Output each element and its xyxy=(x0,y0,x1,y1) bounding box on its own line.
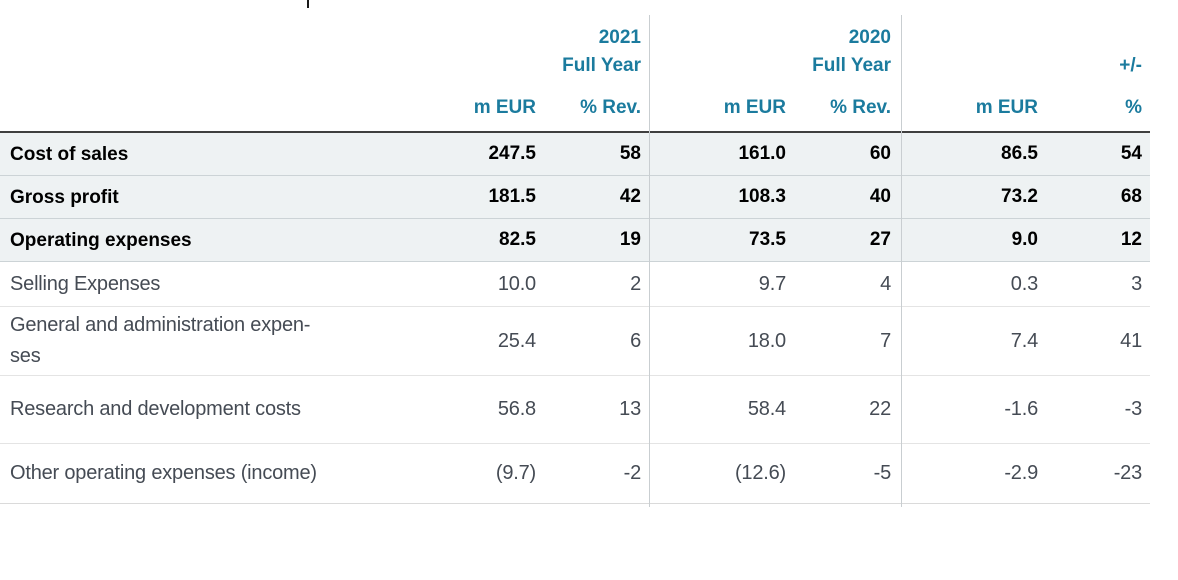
cell-delta-pct: -23 xyxy=(1113,462,1143,484)
table-row: General and administration expen- ses 25… xyxy=(0,307,1150,376)
header-year-2020: 2020 xyxy=(848,27,891,48)
row-label: Operating expenses xyxy=(10,229,192,251)
cell-2020-meur: 9.7 xyxy=(758,272,786,295)
cell-delta-meur: 9.0 xyxy=(1011,229,1038,250)
table-row: Other operating expenses (income) (9.7) … xyxy=(0,444,1150,504)
table-header: 2021 2020 Full Year Full Year +/- xyxy=(0,0,1150,133)
cell-2020-pct-rev: 4 xyxy=(880,272,891,295)
cell-delta-meur: 73.2 xyxy=(1001,186,1038,207)
cell-delta-meur: 7.4 xyxy=(1010,329,1038,352)
row-label: Other operating expenses (income) xyxy=(10,462,317,484)
cell-delta-meur: 86.5 xyxy=(1001,143,1038,164)
cell-2021-pct-rev: 6 xyxy=(630,329,641,352)
column-group-divider-1 xyxy=(649,15,650,507)
cell-delta-pct: 68 xyxy=(1120,186,1142,207)
header-2020-pct-rev: % Rev. xyxy=(830,97,891,118)
cell-2020-pct-rev: -5 xyxy=(873,462,892,484)
header-year-row: 2021 2020 xyxy=(0,24,1150,52)
cell-2021-meur: 25.4 xyxy=(497,329,536,352)
cell-2020-pct-rev: 40 xyxy=(869,186,891,207)
cell-2021-pct-rev: 19 xyxy=(619,229,641,250)
header-year-2021: 2021 xyxy=(598,27,641,48)
cell-2021-pct-rev: 42 xyxy=(619,186,641,207)
header-period-2021: Full Year xyxy=(562,55,641,76)
table-row: Cost of sales 247.5 58 161.0 60 86.5 54 xyxy=(0,133,1150,176)
header-period-row: Full Year Full Year +/- xyxy=(0,52,1150,80)
table-row: Gross profit 181.5 42 108.3 40 73.2 68 xyxy=(0,176,1150,219)
cell-2020-pct-rev: 27 xyxy=(869,229,891,250)
cell-2020-meur: 108.3 xyxy=(738,186,786,207)
cell-delta-pct: 3 xyxy=(1131,272,1142,295)
header-2021-meur: m EUR xyxy=(473,97,536,118)
cell-2021-meur: (9.7) xyxy=(495,462,536,484)
cell-2021-pct-rev: 13 xyxy=(619,398,641,420)
header-2020-meur: m EUR xyxy=(723,97,786,118)
cell-2021-meur: 10.0 xyxy=(497,272,536,295)
table-row: Operating expenses 82.5 19 73.5 27 9.0 1… xyxy=(0,219,1150,262)
cell-2021-pct-rev: 2 xyxy=(630,272,641,295)
cell-2020-meur: 18.0 xyxy=(747,329,786,352)
row-label: Research and development costs xyxy=(10,398,301,420)
cell-2021-meur: 247.5 xyxy=(488,143,536,164)
cell-2020-pct-rev: 60 xyxy=(869,143,891,164)
cell-delta-meur: -2.9 xyxy=(1004,462,1038,484)
row-label: Selling Expenses xyxy=(10,272,161,295)
cell-2021-pct-rev: 58 xyxy=(619,143,641,164)
cell-2020-meur: (12.6) xyxy=(734,462,786,484)
cell-2021-pct-rev: -2 xyxy=(623,462,642,484)
header-period-2020: Full Year xyxy=(812,55,891,76)
text-cursor-artifact xyxy=(307,0,309,8)
cell-2020-meur: 73.5 xyxy=(749,229,786,250)
header-2021-pct-rev: % Rev. xyxy=(580,97,641,118)
income-statement-table: 2021 2020 Full Year Full Year +/- xyxy=(0,0,1150,504)
row-label: Cost of sales xyxy=(10,143,129,165)
header-plus-minus: +/- xyxy=(1119,55,1142,76)
cell-2021-meur: 56.8 xyxy=(497,398,536,420)
cell-2020-pct-rev: 7 xyxy=(880,329,891,352)
row-label: Gross profit xyxy=(10,186,119,208)
cell-delta-pct: 41 xyxy=(1120,329,1142,352)
cell-delta-pct: -3 xyxy=(1124,398,1143,420)
cell-delta-pct: 12 xyxy=(1120,229,1142,250)
header-units-row: m EUR % Rev. m EUR % Rev. m EUR % xyxy=(0,94,1150,122)
row-label: General and administration expen- ses xyxy=(10,314,311,367)
header-delta-pct: % xyxy=(1125,97,1142,118)
cell-delta-meur: -1.6 xyxy=(1004,398,1038,420)
cell-2020-meur: 58.4 xyxy=(747,398,786,420)
cell-2020-meur: 161.0 xyxy=(738,143,786,164)
column-group-divider-2 xyxy=(901,15,902,507)
cell-2020-pct-rev: 22 xyxy=(869,398,891,420)
table-row: Research and development costs 56.8 13 5… xyxy=(0,376,1150,444)
cell-delta-pct: 54 xyxy=(1120,143,1142,164)
cell-delta-meur: 0.3 xyxy=(1010,272,1038,295)
cell-2021-meur: 181.5 xyxy=(488,186,536,207)
table-body: Cost of sales 247.5 58 161.0 60 86.5 54 … xyxy=(0,133,1150,504)
cell-2021-meur: 82.5 xyxy=(499,229,536,250)
table-row: Selling Expenses 10.0 2 9.7 4 0.3 3 xyxy=(0,262,1150,307)
header-delta-meur: m EUR xyxy=(975,97,1038,118)
